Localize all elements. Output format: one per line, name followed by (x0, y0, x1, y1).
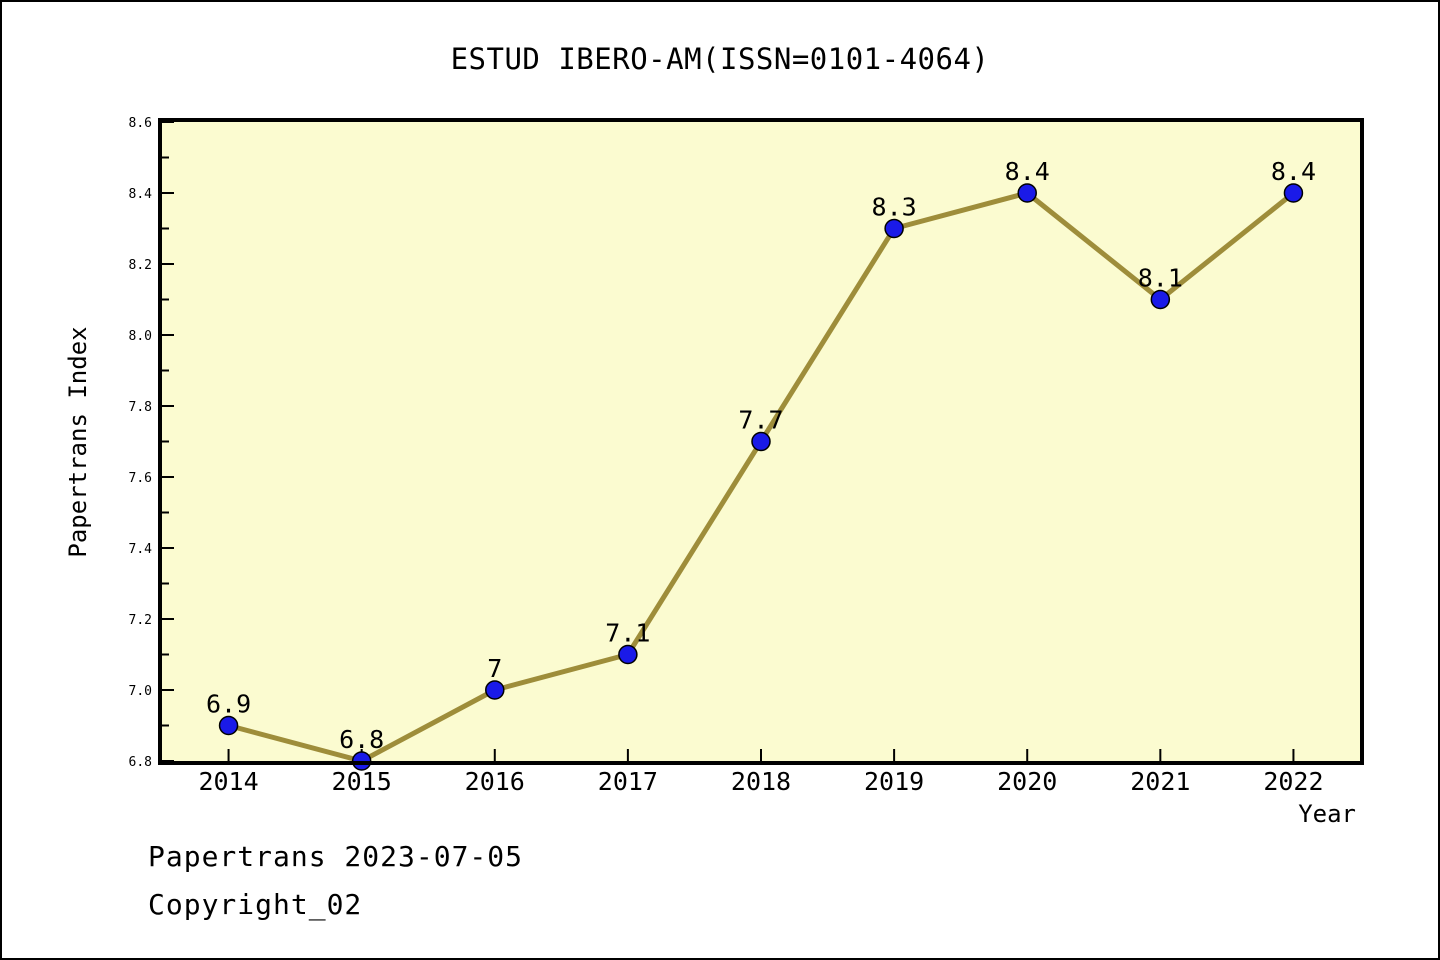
x-tick-label: 2014 (198, 767, 258, 796)
data-point-marker (218, 715, 239, 736)
data-point-marker (1283, 183, 1304, 203)
y-tick-label: 8.0 (129, 329, 152, 344)
y-tick-label: 7.4 (129, 542, 153, 557)
data-point-label: 8.4 (1005, 157, 1050, 186)
x-tick-label: 2015 (332, 767, 392, 796)
data-point-label: 7.7 (738, 406, 783, 435)
y-tick-label: 8.6 (129, 116, 152, 131)
data-point-label: 8.3 (872, 193, 917, 222)
footer-copyright: Copyright_02 (148, 888, 363, 921)
x-tick-label: 2017 (598, 767, 658, 796)
x-tick-label: 2021 (1130, 767, 1190, 796)
data-point-marker (751, 431, 771, 452)
y-tick-label: 7.6 (129, 471, 152, 486)
data-point-label: 6.8 (339, 725, 384, 754)
data-point-label: 7 (487, 654, 502, 683)
x-axis-label: Year (1298, 800, 1356, 828)
y-tick-label: 8.2 (129, 258, 152, 273)
data-point-marker (1017, 183, 1037, 203)
footer-source-date: Papertrans 2023-07-05 (148, 840, 524, 873)
y-tick-label: 7.0 (129, 684, 152, 699)
data-point-marker (1150, 289, 1171, 310)
data-point-label: 8.1 (1138, 264, 1183, 293)
data-point-label: 6.9 (206, 690, 251, 719)
y-tick-label: 7.2 (129, 613, 152, 628)
y-tick-label: 6.8 (129, 755, 152, 770)
data-point-label: 8.4 (1271, 157, 1316, 186)
data-point-marker (618, 644, 638, 665)
data-point-label: 7.1 (605, 619, 650, 648)
x-tick-label: 2016 (465, 767, 525, 796)
x-tick-label: 2019 (864, 767, 924, 796)
data-point-marker (485, 680, 505, 700)
plot-border (158, 118, 1364, 765)
x-tick-label: 2022 (1263, 767, 1323, 796)
y-tick-label: 8.4 (129, 187, 153, 202)
y-tick-label: 7.8 (129, 400, 152, 415)
chart-title: ESTUD IBERO-AM(ISSN=0101-4064) (450, 42, 990, 76)
x-tick-label: 2018 (731, 767, 791, 796)
x-tick-label: 2020 (997, 767, 1057, 796)
data-point-marker (884, 218, 904, 239)
